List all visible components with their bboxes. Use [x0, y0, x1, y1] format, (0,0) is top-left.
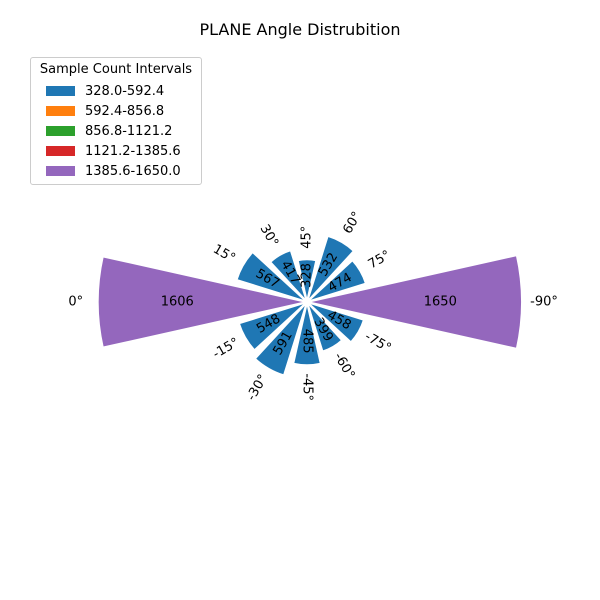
- angle-tick-label: 60°: [340, 209, 365, 236]
- legend-label: 856.8-1121.2: [85, 123, 173, 139]
- legend-item: 328.0-592.4: [46, 83, 164, 99]
- polar-bar: [306, 253, 523, 351]
- legend-label: 1121.2-1385.6: [85, 143, 181, 159]
- legend-swatch: [46, 126, 75, 136]
- angle-tick-label: -15°: [210, 335, 242, 362]
- legend-swatch: [46, 146, 75, 156]
- polar-bar: [237, 301, 308, 352]
- angle-tick-label: 30°: [257, 222, 282, 249]
- angle-tick-label: -45°: [300, 373, 315, 401]
- angle-tick-label: 0°: [68, 295, 83, 310]
- polar-bar: [235, 250, 308, 303]
- value-label: 328: [300, 263, 315, 288]
- value-label: 1650: [424, 295, 457, 310]
- angle-tick-label: 15°: [210, 242, 237, 267]
- legend: Sample Count Intervals 328.0-592.4 592.4…: [30, 57, 202, 185]
- angle-tick-label: -30°: [244, 372, 271, 404]
- angle-tick-label: -60°: [331, 350, 358, 382]
- legend-swatch: [46, 166, 75, 176]
- polar-bar: [306, 301, 366, 344]
- legend-label: 328.0-592.4: [85, 83, 165, 99]
- legend-label: 1385.6-1650.0: [85, 163, 181, 179]
- value-label: 1606: [161, 295, 194, 310]
- chart-title: PLANE Angle Distrubition: [199, 20, 401, 39]
- legend-label: 592.4-856.8: [85, 103, 165, 119]
- polar-bar: [306, 234, 356, 303]
- value-label: 485: [300, 329, 315, 354]
- polar-bar: [306, 258, 368, 303]
- legend-item: 1385.6-1650.0: [46, 163, 181, 179]
- angle-tick-label: 75°: [366, 248, 393, 273]
- angle-tick-label: -90°: [530, 295, 558, 310]
- legend-item: 592.4-856.8: [46, 103, 164, 119]
- legend-swatch: [46, 106, 75, 116]
- legend-item: 1121.2-1385.6: [46, 143, 181, 159]
- polar-bar: [96, 255, 308, 349]
- polar-bar: [292, 301, 322, 367]
- angle-tick-label: -75°: [362, 329, 394, 356]
- legend-title: Sample Count Intervals: [39, 62, 193, 77]
- polar-bar: [268, 248, 308, 303]
- angle-tick-label: 45°: [300, 226, 315, 249]
- polar-bar: [306, 301, 344, 353]
- polar-bar: [296, 258, 318, 303]
- legend-swatch: [46, 86, 75, 96]
- legend-item: 856.8-1121.2: [46, 123, 172, 139]
- polar-bar: [253, 301, 308, 377]
